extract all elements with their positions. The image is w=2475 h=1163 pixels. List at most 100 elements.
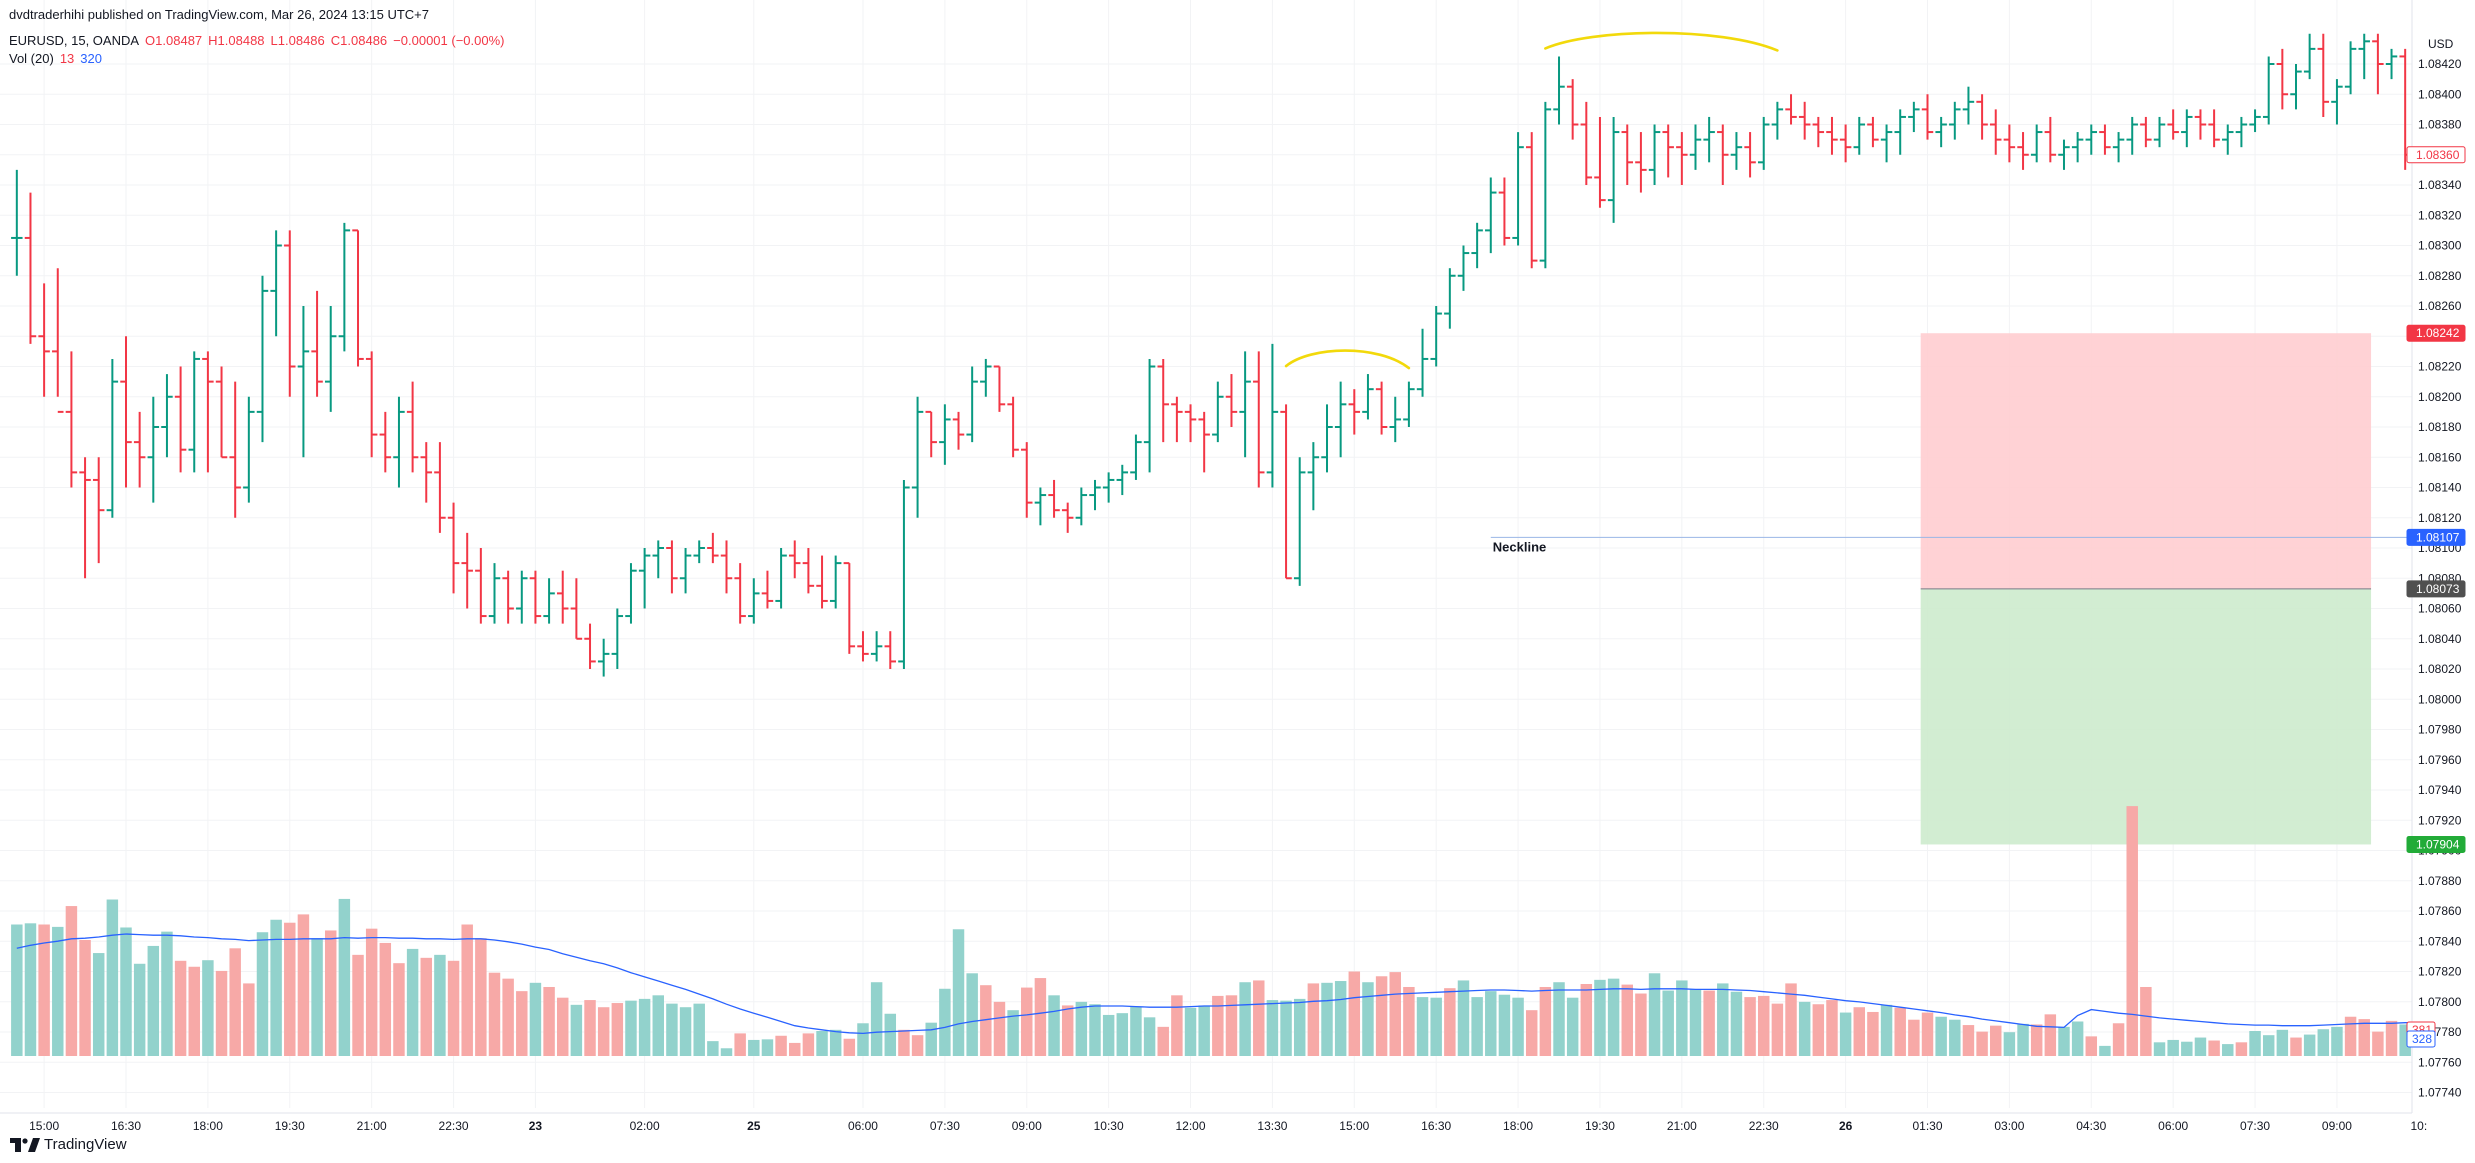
volume-bar <box>120 927 132 1056</box>
ohlc-bar <box>79 457 91 579</box>
volume-bar <box>1730 991 1743 1056</box>
ohlc-bar <box>106 358 119 518</box>
ohlc-bar <box>229 381 241 518</box>
ohlc-bar <box>1621 124 1633 185</box>
time-tick-label: 06:00 <box>848 1119 878 1133</box>
ohlc-bar <box>2290 64 2302 110</box>
volume-bar <box>1758 995 1770 1056</box>
volume-bar <box>952 929 965 1056</box>
ohlc-bar <box>1566 79 1579 140</box>
volume-bar <box>1976 1031 1988 1056</box>
ohlc-bar <box>2140 116 2152 148</box>
volume-bar <box>966 973 978 1056</box>
volume-bar <box>1512 997 1524 1056</box>
ohlc-bar <box>1512 132 1524 246</box>
ohlc-bar <box>379 411 392 473</box>
ohlc-bar <box>202 351 214 473</box>
time-tick-label: 21:00 <box>1667 1119 1697 1133</box>
time-tick-label: 22:30 <box>1749 1119 1779 1133</box>
volume-value: 13 <box>59 51 75 66</box>
drawings: Neckline <box>1284 31 2412 554</box>
volume-bar <box>1580 984 1593 1056</box>
time-tick-label: 04:30 <box>2076 1119 2106 1133</box>
ohlc-bar <box>2262 56 2275 125</box>
ohlc-bar <box>488 563 501 624</box>
volume-bar <box>2358 1019 2370 1056</box>
volume-bar <box>2017 1023 2029 1056</box>
ohlc-bar <box>529 570 542 624</box>
ohlc-bar <box>1812 116 1825 148</box>
time-tick-label: 21:00 <box>357 1119 387 1133</box>
volume-label[interactable]: Vol (20) <box>9 51 54 66</box>
volume-bar <box>1853 1007 1865 1056</box>
ohlc-bar <box>406 381 419 473</box>
ohlc-bar <box>1266 343 1279 488</box>
symbol-info[interactable]: EURUSD, 15, OANDA <box>9 33 140 48</box>
volume-ma-value: 320 <box>80 51 102 66</box>
ohlc-bar <box>1430 306 1442 367</box>
ohlc-bar <box>92 457 105 564</box>
volume-bar <box>2235 1042 2248 1056</box>
ohlc-bar <box>475 548 487 624</box>
volume-bar <box>52 926 64 1056</box>
ohlc-bar <box>1648 124 1661 185</box>
volume-bar <box>611 1003 624 1056</box>
time-tick-label: 13:30 <box>1257 1119 1287 1133</box>
tradingview-logo-icon <box>10 1137 40 1152</box>
volume-bar <box>1798 1001 1811 1056</box>
time-tick-label: 09:00 <box>2322 1119 2352 1133</box>
volume-bar <box>1485 991 1497 1056</box>
ohlc-bar <box>1976 94 1988 140</box>
ohlc-bar <box>816 555 828 609</box>
ohlc-bar <box>188 351 200 473</box>
volume-bar <box>516 991 528 1056</box>
volume-bar <box>1553 982 1565 1056</box>
volume-bar <box>2331 1026 2343 1056</box>
volume-bar <box>284 922 296 1056</box>
volume-bar <box>324 930 337 1056</box>
volume-bar <box>570 1004 583 1056</box>
volume-bar <box>1744 997 1756 1056</box>
ohlc-low: L1.08486 <box>270 33 325 48</box>
volume-bar <box>1157 1026 1169 1056</box>
ohlc-bar <box>2385 48 2398 80</box>
ohlc-bar <box>65 351 78 488</box>
volume-bar <box>2085 1036 2098 1056</box>
tradingview-logo[interactable]: TradingView <box>10 1136 127 1153</box>
ohlc-bar <box>120 336 132 488</box>
ohlc-bar <box>1962 86 1975 125</box>
volume-bar <box>2030 1024 2043 1056</box>
price-bars <box>11 33 2411 677</box>
volume-bar <box>2222 1044 2234 1056</box>
ohlc-bar <box>174 366 187 473</box>
ohlc-bar <box>516 570 528 624</box>
ohlc-bar <box>1061 502 1074 533</box>
price-tick-label: 1.07960 <box>2418 753 2462 767</box>
time-tick-label: 18:00 <box>193 1119 223 1133</box>
time-tick-label: 18:00 <box>1503 1119 1533 1133</box>
ohlc-bar <box>1007 396 1019 458</box>
position-zones <box>1920 333 2372 845</box>
price-badge-label: 1.07904 <box>2416 837 2460 851</box>
time-tick-label: 15:00 <box>1339 1119 1369 1133</box>
volume-bar <box>229 948 241 1056</box>
price-tick-label: 1.08400 <box>2418 87 2462 101</box>
time-tick-label: 23 <box>529 1119 543 1133</box>
ohlc-bar <box>2208 109 2220 148</box>
price-badge-label: 1.08360 <box>2416 148 2460 162</box>
time-tick-label: 06:00 <box>2158 1119 2188 1133</box>
ohlc-bar <box>1348 389 1361 435</box>
volume-bar <box>1635 993 1647 1056</box>
price-tick-label: 1.08200 <box>2418 390 2462 404</box>
price-tick-label: 1.08220 <box>2418 360 2462 374</box>
volume-bar <box>161 931 173 1056</box>
price-badge-stop <box>2406 324 2466 342</box>
ohlc-bar <box>2194 109 2207 140</box>
volume-bar <box>2112 1023 2125 1056</box>
volume-bar <box>1921 1012 1934 1056</box>
ohlc-bar <box>843 562 856 654</box>
time-tick-label: 07:30 <box>2240 1119 2270 1133</box>
volume-bar <box>1362 982 1374 1056</box>
ohlc-bar <box>52 268 64 413</box>
